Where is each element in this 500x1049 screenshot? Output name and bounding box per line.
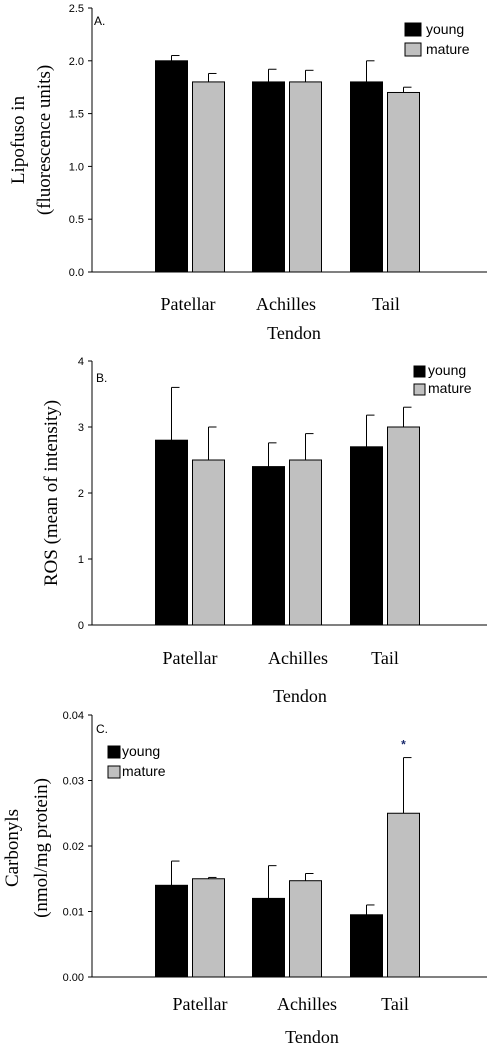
y-tick-label: 4	[78, 356, 84, 368]
bar-young	[252, 81, 285, 273]
x-tick-label: Tail	[371, 648, 399, 668]
legend-label: mature	[426, 41, 470, 57]
y-tick-label: 1	[78, 554, 84, 566]
x-axis-label: Tendon	[285, 1027, 339, 1047]
bar-mature	[289, 81, 322, 273]
y-tick-label: 0	[78, 620, 84, 632]
x-axis-label: Tendon	[267, 323, 321, 343]
panel-label: B.	[96, 371, 107, 385]
x-tick-label: Tail	[381, 994, 409, 1014]
y-tick-label: 0.03	[63, 776, 84, 788]
bar-young	[252, 466, 285, 626]
bar-mature	[387, 91, 420, 273]
y-axis-label: ROS (mean of intensity)	[41, 400, 62, 586]
y-tick-label: 3	[78, 422, 84, 434]
y-axis-label: (fluorescence units)	[34, 65, 55, 215]
x-axis-label: Tendon	[273, 686, 327, 706]
legend-label: mature	[122, 763, 166, 779]
x-tick-label: Patellar	[163, 648, 218, 668]
x-tick-label: Tail	[372, 294, 400, 314]
legend: young mature	[404, 21, 470, 57]
legend-swatch-mature	[107, 765, 121, 779]
x-tick-label: Achilles	[277, 994, 337, 1014]
x-tick-label: Achilles	[256, 294, 316, 314]
x-tick-label: Achilles	[268, 648, 328, 668]
legend-swatch-young	[404, 22, 422, 37]
y-tick-label: 0.04	[63, 710, 84, 722]
bar-mature	[387, 812, 420, 978]
y-axis-label: Carbonyls	[2, 809, 23, 887]
legend-swatch-young	[107, 745, 121, 759]
bar-young	[155, 884, 188, 978]
bar-mature	[289, 459, 322, 626]
chart-panel-2: 0 1 2 3 4 Patellar Achilles Tail Tendon ROS (mean…	[41, 356, 487, 706]
bar-young	[350, 914, 383, 978]
y-tick-label: 2.0	[69, 56, 84, 68]
bar-mature	[192, 81, 225, 273]
legend-label: young	[426, 21, 464, 37]
legend-label: young	[122, 743, 160, 759]
bar-young	[252, 897, 285, 978]
bar-young	[350, 81, 383, 273]
bar-mature	[387, 426, 420, 626]
chart-panel-1: 0.0 0.5 1.0 1.5 2.0 2.5 Patellar Achilles Tail Te…	[8, 3, 487, 343]
legend-swatch-young	[413, 365, 426, 378]
bar-young	[155, 60, 188, 273]
y-tick-label: 0.00	[63, 972, 84, 984]
y-tick-label: 0.0	[69, 267, 84, 279]
y-tick-label: 0.5	[69, 214, 84, 226]
legend-label: young	[428, 362, 466, 378]
bar-mature	[192, 459, 225, 626]
legend: young mature	[107, 743, 166, 779]
significance-marker: *	[401, 738, 406, 752]
y-axis-label: Lipofuso in	[8, 95, 29, 184]
y-tick-label: 2	[78, 488, 84, 500]
chart-panel-3: 0.00 0.01 0.02 0.03 0.04 * Patellar Achilles Tai…	[2, 710, 487, 1047]
y-tick-label: 2.5	[69, 3, 84, 15]
panel-label: A.	[94, 14, 105, 28]
legend-label: mature	[428, 380, 472, 396]
x-tick-label: Patellar	[161, 294, 216, 314]
panel-label: C.	[96, 722, 108, 736]
bar-young	[155, 439, 188, 626]
legend-swatch-mature	[404, 42, 422, 57]
y-tick-label: 1.5	[69, 109, 84, 121]
legend: young mature	[413, 362, 472, 396]
x-tick-label: Patellar	[173, 994, 228, 1014]
bar-young	[350, 446, 383, 626]
bar-mature	[289, 880, 322, 978]
bar-mature	[192, 878, 225, 978]
y-tick-label: 1.0	[69, 161, 84, 173]
y-tick-label: 0.01	[63, 907, 84, 919]
legend-swatch-mature	[413, 383, 426, 396]
y-axis-label: (nmol/mg protein)	[31, 778, 52, 918]
y-tick-label: 0.02	[63, 841, 84, 853]
